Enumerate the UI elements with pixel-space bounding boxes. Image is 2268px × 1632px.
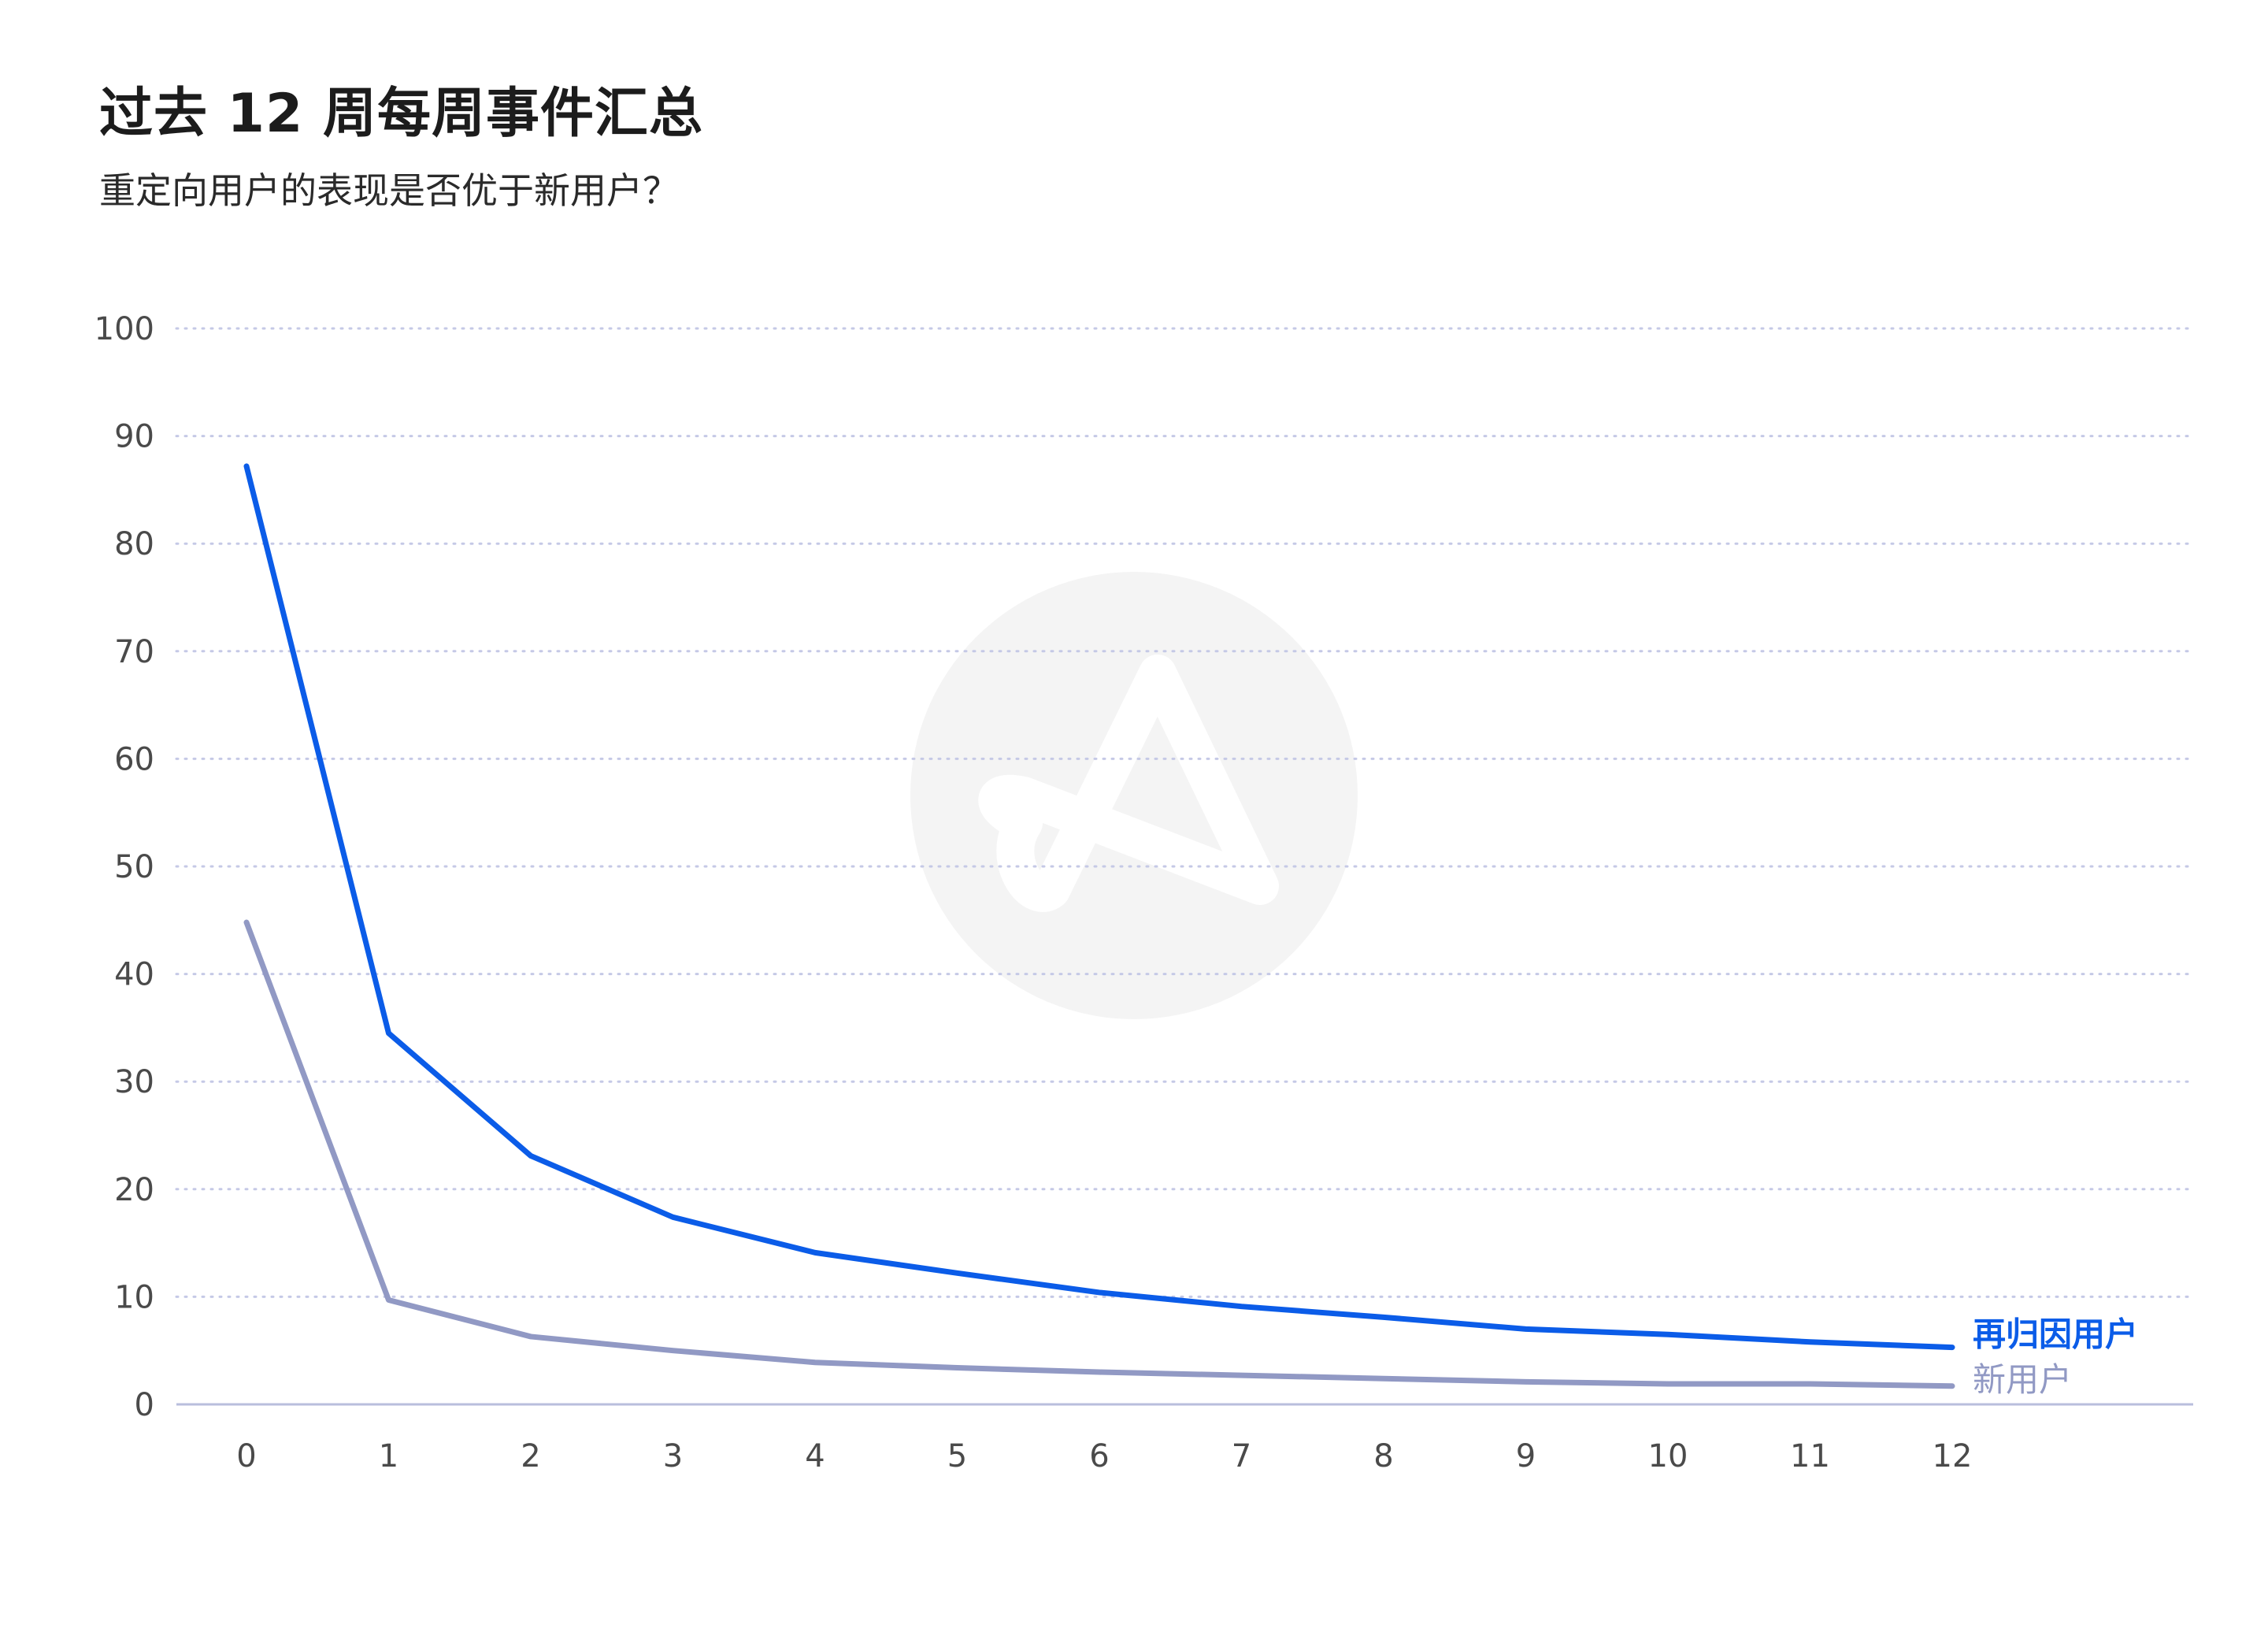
chart-title: 过去 12 周每周事件汇总 (99, 83, 703, 145)
x-tick-label: 0 (236, 1438, 256, 1474)
series-line-1 (243, 919, 1955, 1389)
y-tick-label: 100 (94, 311, 154, 347)
series-label-0: 再归因用户 (1973, 1315, 2138, 1354)
x-tick-label: 1 (379, 1438, 398, 1474)
y-tick-label: 70 (114, 634, 154, 670)
x-tick-label: 2 (521, 1438, 540, 1474)
series-line-0 (243, 463, 1955, 1351)
x-axis-ticks: 0 1 2 3 4 5 6 7 8 9 10 11 12 (236, 1438, 1972, 1474)
y-tick-label: 10 (114, 1279, 154, 1315)
y-axis-ticks: 0 10 20 30 40 50 60 70 80 90 100 (94, 311, 154, 1423)
y-tick-label: 50 (114, 849, 154, 885)
x-tick-label: 3 (663, 1438, 683, 1474)
y-tick-label: 20 (114, 1172, 154, 1208)
chart-subtitle: 重定向用户的表现是否优于新用户？ (99, 169, 679, 212)
adjust-logo-icon (910, 572, 1358, 1019)
x-tick-label: 8 (1373, 1438, 1393, 1474)
series-label-1: 新用户 (1973, 1360, 2072, 1399)
series-lines (243, 463, 1955, 1389)
y-tick-label: 60 (114, 741, 154, 777)
x-tick-label: 6 (1089, 1438, 1109, 1474)
x-tick-label: 4 (805, 1438, 825, 1474)
y-tick-label: 30 (114, 1064, 154, 1100)
y-tick-label: 0 (135, 1387, 154, 1423)
x-tick-label: 11 (1790, 1438, 1830, 1474)
x-tick-label: 10 (1648, 1438, 1688, 1474)
x-tick-label: 7 (1232, 1438, 1251, 1474)
grid-lines (175, 327, 2195, 1298)
y-tick-label: 80 (114, 526, 154, 562)
x-tick-label: 5 (947, 1438, 967, 1474)
x-tick-label: 12 (1933, 1438, 1973, 1474)
y-tick-label: 40 (114, 957, 154, 993)
y-tick-label: 90 (114, 419, 154, 455)
x-tick-label: 9 (1516, 1438, 1536, 1474)
